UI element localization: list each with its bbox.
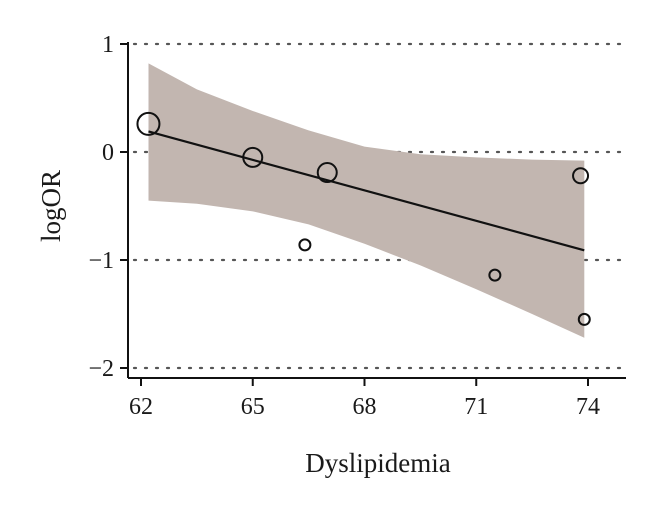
y-tick-label-1: 0 [102,140,114,166]
data-point-4 [488,268,502,282]
data-point-2 [316,162,338,184]
data-point-5 [572,167,590,185]
x-tick-label-2: 68 [353,394,377,420]
confidence-band-layer [148,63,585,338]
y-tick-label-0: 1 [102,32,114,58]
y-tick-label-2: −1 [88,248,114,274]
points-layer [136,111,591,326]
x-axis-title: Dyslipidemia [305,448,450,478]
x-tick-label-4: 74 [576,394,600,420]
x-tick-label-0: 62 [129,394,153,420]
data-point-0 [136,111,161,136]
data-point-3 [298,238,312,252]
data-point-6 [577,312,591,326]
regression-line [148,130,585,252]
data-point-1 [242,146,264,168]
y-axis-title: logOR [36,170,66,242]
y-tick-label-3: −2 [88,356,114,382]
confidence-band [148,63,585,338]
axes-layer: 1 0 −1 −2 62 65 68 71 74 [88,32,626,420]
x-tick-label-3: 71 [464,394,488,420]
regression-line-layer [148,130,585,252]
x-tick-label-1: 65 [241,394,265,420]
